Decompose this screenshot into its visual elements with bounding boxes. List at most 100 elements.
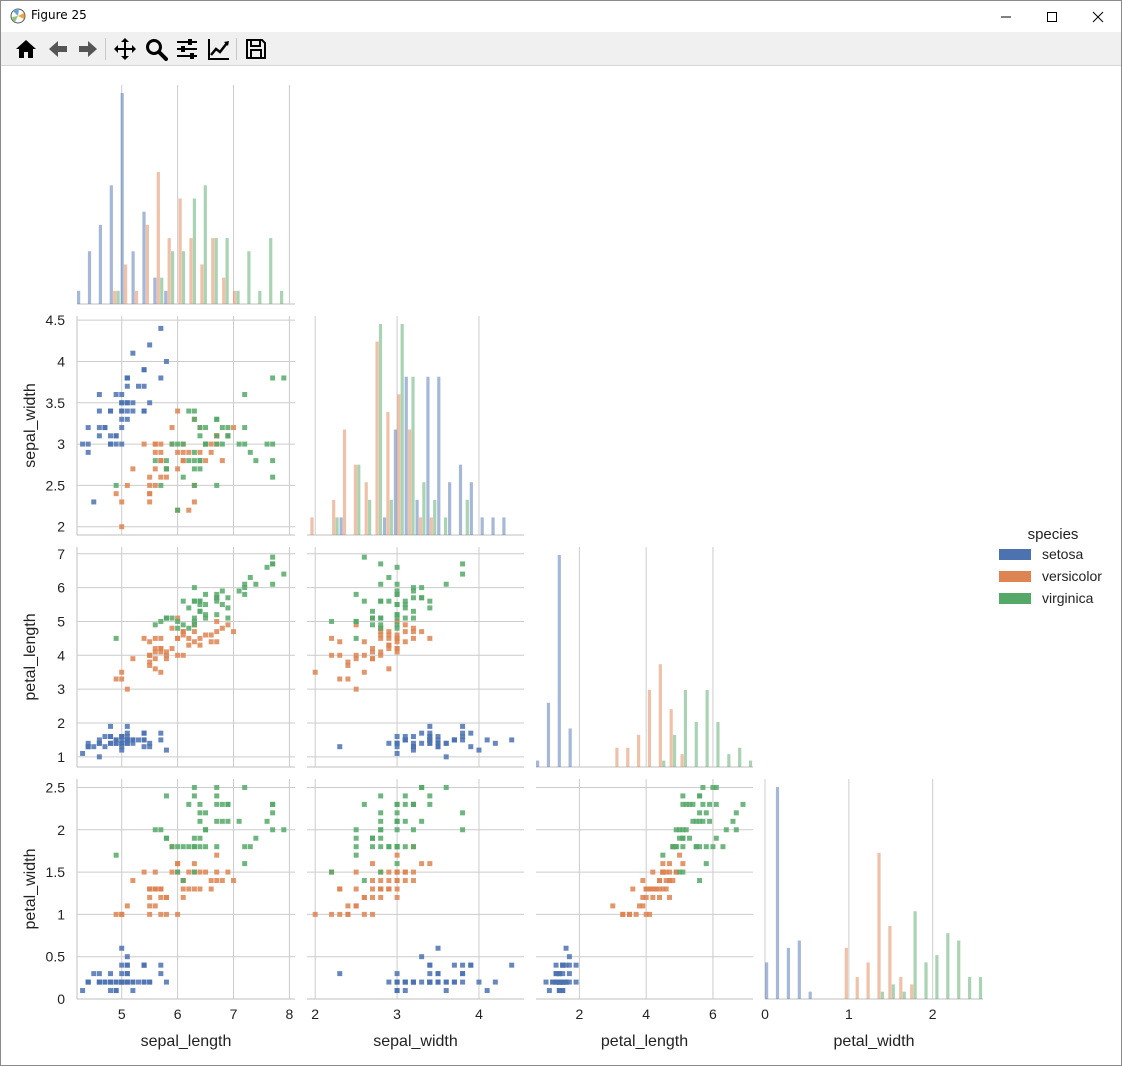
hist2d-cell-setosa	[509, 737, 515, 743]
histogram-bar-virginica	[957, 940, 961, 999]
hist2d-cell-virginica	[677, 827, 683, 833]
hist2d-cell-versicolor	[640, 903, 646, 909]
hist2d-cell-setosa	[158, 971, 164, 977]
hist2d-cell-versicolor	[231, 878, 237, 884]
hist2d-cell-setosa	[119, 400, 125, 406]
hist2d-cell-versicolor	[169, 869, 175, 875]
close-button[interactable]	[1075, 1, 1121, 32]
hist2d-cell-setosa	[427, 962, 433, 968]
hist2d-cell-versicolor	[386, 886, 392, 892]
hist2d-cell-virginica	[191, 416, 197, 422]
back-icon	[49, 41, 67, 57]
hist2d-cell-virginica	[361, 598, 367, 604]
histogram-bar-versicolor	[877, 852, 881, 999]
save-button[interactable]	[243, 36, 269, 62]
hist2d-cell-virginica	[270, 561, 276, 567]
hist2d-cell-setosa	[85, 740, 91, 746]
histogram-bar-versicolor	[222, 277, 226, 304]
histogram-bar-virginica	[236, 290, 240, 304]
toolbar-separator	[236, 38, 237, 60]
hist2d-cell-virginica	[353, 852, 359, 858]
hist2d-cell-virginica	[697, 844, 703, 850]
y-tick-label: 3	[57, 681, 65, 697]
hist2d-cell-virginica	[203, 602, 209, 608]
hist2d-cell-versicolor	[186, 507, 192, 513]
hist2d-cell-virginica	[693, 844, 699, 850]
histogram-bar-versicolor	[332, 499, 336, 535]
hist2d-cell-versicolor	[378, 652, 384, 658]
hist2d-cell-virginica	[225, 595, 231, 601]
hist2d-cell-virginica	[113, 852, 119, 858]
hist2d-cell-virginica	[225, 425, 231, 431]
hist2d-cell-virginica	[410, 588, 416, 594]
minimize-button[interactable]	[983, 1, 1029, 32]
hist2d-cell-setosa	[124, 971, 130, 977]
hist2d-cell-versicolor	[147, 474, 153, 480]
hist2d-cell-virginica	[394, 625, 400, 631]
hist2d-cell-versicolor	[419, 861, 425, 867]
histogram-bar-versicolor	[145, 224, 150, 304]
hist2d-cell-virginica	[191, 618, 197, 624]
hist2d-cell-setosa	[435, 744, 441, 750]
hist2d-cell-versicolor	[175, 861, 181, 867]
histogram-bar-setosa	[502, 517, 506, 535]
hist2d-cell-setosa	[460, 723, 466, 729]
hist2d-cell-versicolor	[225, 622, 231, 628]
home-button[interactable]	[13, 36, 39, 62]
histogram-bar-virginica	[672, 734, 677, 767]
hist2d-cell-versicolor	[158, 474, 164, 480]
hist2d-cell-versicolor	[337, 676, 343, 682]
hist2d-cell-versicolor	[169, 625, 175, 631]
hist2d-cell-versicolor	[197, 642, 203, 648]
hist2d-cell-virginica	[680, 869, 686, 875]
hist2d-cell-virginica	[197, 602, 203, 608]
hist2d-cell-virginica	[361, 554, 367, 560]
hist2d-cell-setosa	[91, 499, 97, 505]
hist2d-cell-versicolor	[337, 911, 343, 917]
forward-button[interactable]	[75, 36, 101, 62]
pan-button[interactable]	[112, 36, 138, 62]
hist2d-cell-virginica	[219, 818, 225, 824]
hist2d-cell-setosa	[124, 962, 130, 968]
y-axis-label-petal_length: petal_length	[22, 613, 39, 700]
histogram-bar-setosa	[469, 482, 473, 535]
hist2d-cell-setosa	[427, 740, 433, 746]
hist2d-cell-virginica	[158, 482, 164, 488]
zoom-button[interactable]	[143, 36, 169, 62]
hist2d-cell-versicolor	[158, 894, 164, 900]
hist2d-cell-virginica	[214, 612, 220, 618]
hist2d-cell-versicolor	[113, 911, 119, 917]
hist2d-cell-virginica	[402, 801, 408, 807]
hist2d-cell-virginica	[713, 784, 719, 790]
hist2d-cell-virginica	[242, 581, 248, 587]
hist2d-cell-virginica	[197, 458, 203, 464]
edit-axis-button[interactable]	[206, 36, 232, 62]
hist2d-cell-setosa	[124, 730, 130, 736]
histogram-bar-setosa	[775, 787, 780, 999]
histogram-bar-virginica	[913, 911, 917, 999]
hist2d-cell-setosa	[102, 744, 108, 750]
histogram-bar-versicolor	[134, 290, 139, 304]
hist2d-cell-virginica	[197, 433, 203, 439]
histogram-bar-versicolor	[124, 264, 128, 304]
legend-title: species	[1028, 526, 1079, 543]
hist2d-cell-virginica	[394, 591, 400, 597]
histogram-bar-setosa	[131, 251, 135, 304]
hist2d-cell-setosa	[337, 971, 343, 977]
hist2d-cell-virginica	[386, 574, 392, 580]
hist2d-cell-versicolor	[636, 903, 642, 909]
hist2d-cell-virginica	[419, 818, 425, 824]
hist2d-cell-virginica	[253, 581, 259, 587]
panel-sepal_length-vs-sepal_length	[77, 85, 295, 305]
hist2d-cell-setosa	[130, 400, 136, 406]
histogram-bar-virginica	[400, 324, 404, 535]
histogram-bar-versicolor	[429, 517, 433, 535]
hist2d-cell-versicolor	[370, 646, 376, 652]
hist2d-cell-versicolor	[152, 449, 158, 455]
histogram-bar-virginica	[192, 198, 197, 304]
hist2d-cell-virginica	[236, 441, 242, 447]
configure-subplots-button[interactable]	[174, 36, 200, 62]
hist2d-cell-virginica	[225, 801, 231, 807]
maximize-button[interactable]	[1029, 1, 1075, 32]
back-button[interactable]	[45, 36, 71, 62]
